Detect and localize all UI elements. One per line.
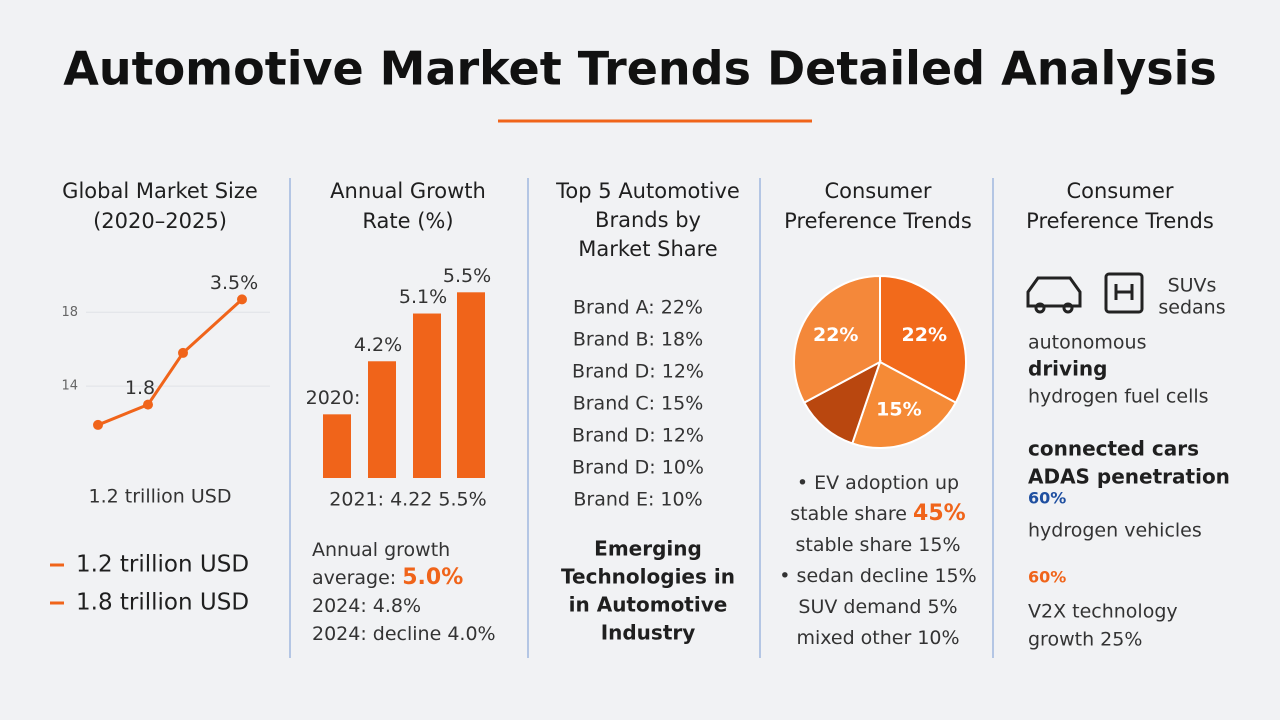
text-line: Brands by [595,208,701,232]
x-label: 1.2 trillion USD [89,486,232,508]
y-tick-label: 18 [61,305,78,320]
trend-item: 60% [1028,489,1066,508]
bar [457,292,485,478]
text-line: Emerging [594,537,702,561]
note: 1.8 trillion USD [76,590,249,616]
car-wheel [1034,302,1046,314]
note-text: stable share 15% [796,534,961,556]
trend-item: driving [1028,357,1107,381]
value-label: 3.5% [210,272,258,294]
value-label: 22% [902,324,947,346]
note: stable share 15% [796,534,961,556]
note: 2024: 4.8% [312,595,421,617]
bar [413,313,441,478]
text-line: Global Market Size [62,179,258,203]
dividers [289,178,994,658]
note: mixed other 10% [796,627,959,649]
note: SUV demand 5% [798,596,957,618]
text-line: Brand E: 10% [573,489,702,511]
trend-item: growth 25% [1028,629,1142,651]
annotation: 2020: [306,387,361,409]
text-line: Brand D: 12% [572,425,704,447]
note-text: Annual growth [312,539,450,561]
value-label: 15% [876,399,921,421]
text-line: Brand D: 12% [572,361,704,383]
pie-slice [851,360,958,449]
text-line: Annual Growth [330,179,486,203]
note: stable share 45% [790,501,965,526]
text-line: (2020–2025) [93,209,227,233]
note-text: • sedan decline 15% [779,565,976,587]
trend-item: V2X technology [1028,601,1178,623]
note: 2024: decline 4.0% [312,623,496,645]
note-text: mixed other 10% [796,627,959,649]
car-body [1026,276,1082,308]
text-line: SUVs [1168,275,1217,297]
text-line: Consumer [824,179,931,203]
note: • sedan decline 15% [779,565,976,587]
note: 1.2 trillion USD [76,552,249,578]
value-label: 5.1% [399,286,447,308]
pie-slice [879,274,967,405]
note-text: stable share [790,503,913,525]
bar [368,361,396,478]
value-label: 22% [813,324,858,346]
text-line: Consumer [1066,179,1173,203]
note: Annual growth [312,539,450,561]
pie-slice [802,359,882,445]
text-line: Industry [601,621,696,645]
note-text: • EV adoption up [797,472,959,494]
text-line: in Automotive [569,593,728,617]
text-line: Brand C: 15% [573,393,704,415]
trend-item: hydrogen fuel cells [1028,386,1209,408]
note-highlight: 5.0% [402,565,463,590]
text-line: Preference Trends [1026,209,1214,233]
point [143,399,153,410]
charger-plug [1114,284,1134,300]
text-line: Preference Trends [784,209,972,233]
text-line: Brand D: 10% [572,457,704,479]
trend-item: hydrogen vehicles [1028,520,1202,542]
note-text: 2024: decline 4.0% [312,623,496,645]
y-tick-label: 14 [61,379,78,394]
note: average: 5.0% [312,565,463,590]
charger-body [1104,272,1144,314]
value-label: 1.8 [125,377,155,399]
pie-slice [793,274,881,405]
note-text: SUV demand 5% [798,596,957,618]
trend-item: 60% [1028,568,1066,587]
car-wheel [1062,302,1074,314]
text-line: Brand B: 18% [573,329,703,351]
footer: 2021: 4.22 5.5% [329,489,486,511]
trend-item: connected cars [1028,437,1199,461]
note-highlight: 45% [913,501,966,526]
note-text: 2024: 4.8% [312,595,421,617]
value-label: 5.5% [443,265,491,287]
note: • EV adoption up [797,472,959,494]
text-line: Market Share [578,237,717,261]
text-line: Brand A: 22% [573,297,703,319]
car-icon [1026,276,1082,314]
text-line: Rate (%) [362,209,453,233]
charger-icon [1104,272,1144,314]
bar [323,414,351,478]
page-title: Automotive Market Trends Detailed Analys… [63,42,1217,96]
trend-item: ADAS penetration [1028,465,1230,489]
trend-item: autonomous [1028,332,1147,354]
point [93,419,103,430]
text-line: sedans [1158,297,1225,319]
point [237,294,247,305]
point [178,347,188,358]
note-text: average: [312,567,402,589]
text-line: Top 5 Automotive [555,179,740,203]
text-line: Technologies in [561,565,735,589]
value-label: 4.2% [354,334,402,356]
line [97,298,244,427]
